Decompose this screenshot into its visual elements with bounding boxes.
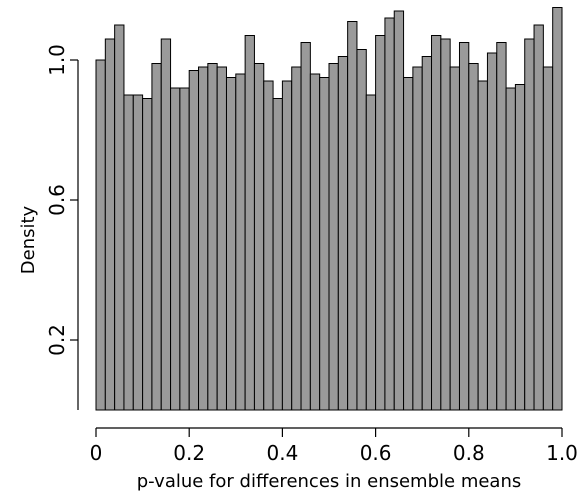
x-axis-ticks: 0 0.2 0.4 0.6 0.8 1.0	[90, 428, 578, 465]
histogram-bar	[421, 56, 433, 411]
x-tick-label: 1.0	[546, 441, 578, 465]
histogram-bar	[179, 87, 190, 411]
histogram-bar	[486, 52, 498, 411]
histogram-bar	[235, 73, 246, 411]
x-tick-label: 0.4	[266, 441, 298, 465]
x-tick-label: 0.6	[360, 441, 392, 465]
histogram-bar	[142, 98, 153, 411]
histogram-bar	[542, 66, 554, 411]
histogram-bar	[123, 94, 134, 411]
histogram-bar	[384, 17, 395, 411]
histogram-bar	[216, 66, 227, 411]
histogram-bar	[412, 66, 423, 411]
histogram-bar	[95, 59, 106, 411]
histogram-bar	[514, 84, 526, 411]
histogram-bar	[291, 66, 302, 411]
histogram-bar	[328, 63, 339, 411]
histogram-bar	[188, 70, 200, 411]
histogram-bar	[160, 38, 172, 411]
histogram-bar	[440, 38, 451, 411]
histogram-bar	[300, 42, 311, 411]
histogram-bar	[375, 35, 386, 411]
y-tick-label: 0.2	[45, 324, 69, 356]
histogram-bar	[524, 38, 535, 411]
histogram-bar	[403, 77, 414, 411]
x-axis-title: p-value for differences in ensemble mean…	[137, 471, 522, 492]
histogram-bar	[319, 77, 330, 411]
histogram-bar	[253, 63, 265, 411]
histogram-bar	[281, 80, 293, 411]
histogram-bar	[449, 66, 460, 411]
histogram-bar	[496, 42, 507, 411]
histogram-bar	[104, 38, 116, 411]
histogram-bar	[552, 7, 563, 411]
histogram-bar	[244, 35, 255, 411]
y-axis-ticks: 0.2 0.6 1.0	[45, 44, 78, 356]
histogram-bars	[95, 7, 563, 411]
histogram-bar	[347, 21, 358, 411]
y-axis-title: Density	[18, 205, 39, 274]
x-tick-label: 0	[90, 441, 103, 465]
histogram-bar	[170, 87, 181, 411]
histogram-bar	[365, 94, 377, 411]
histogram-bar	[477, 80, 488, 411]
histogram-bar	[272, 98, 283, 411]
y-tick-label: 0.6	[45, 184, 69, 216]
histogram-bar	[458, 42, 470, 411]
histogram-bar	[393, 10, 405, 411]
histogram-bar	[225, 77, 237, 411]
histogram-bar	[151, 63, 162, 411]
histogram-bar	[132, 94, 144, 411]
y-tick-label: 1.0	[45, 44, 69, 76]
histogram-bar	[356, 49, 367, 411]
histogram-bar	[533, 24, 544, 411]
histogram-bar	[468, 63, 479, 411]
histogram-bar	[309, 73, 321, 411]
histogram-bar	[207, 63, 218, 411]
histogram-bar	[431, 35, 442, 411]
histogram-bar	[114, 24, 125, 411]
x-tick-label: 0.2	[173, 441, 205, 465]
histogram-bar	[198, 66, 209, 411]
histogram-bar	[337, 56, 349, 411]
histogram-bar	[263, 80, 274, 411]
x-tick-label: 0.8	[453, 441, 485, 465]
histogram-bar	[505, 87, 516, 411]
